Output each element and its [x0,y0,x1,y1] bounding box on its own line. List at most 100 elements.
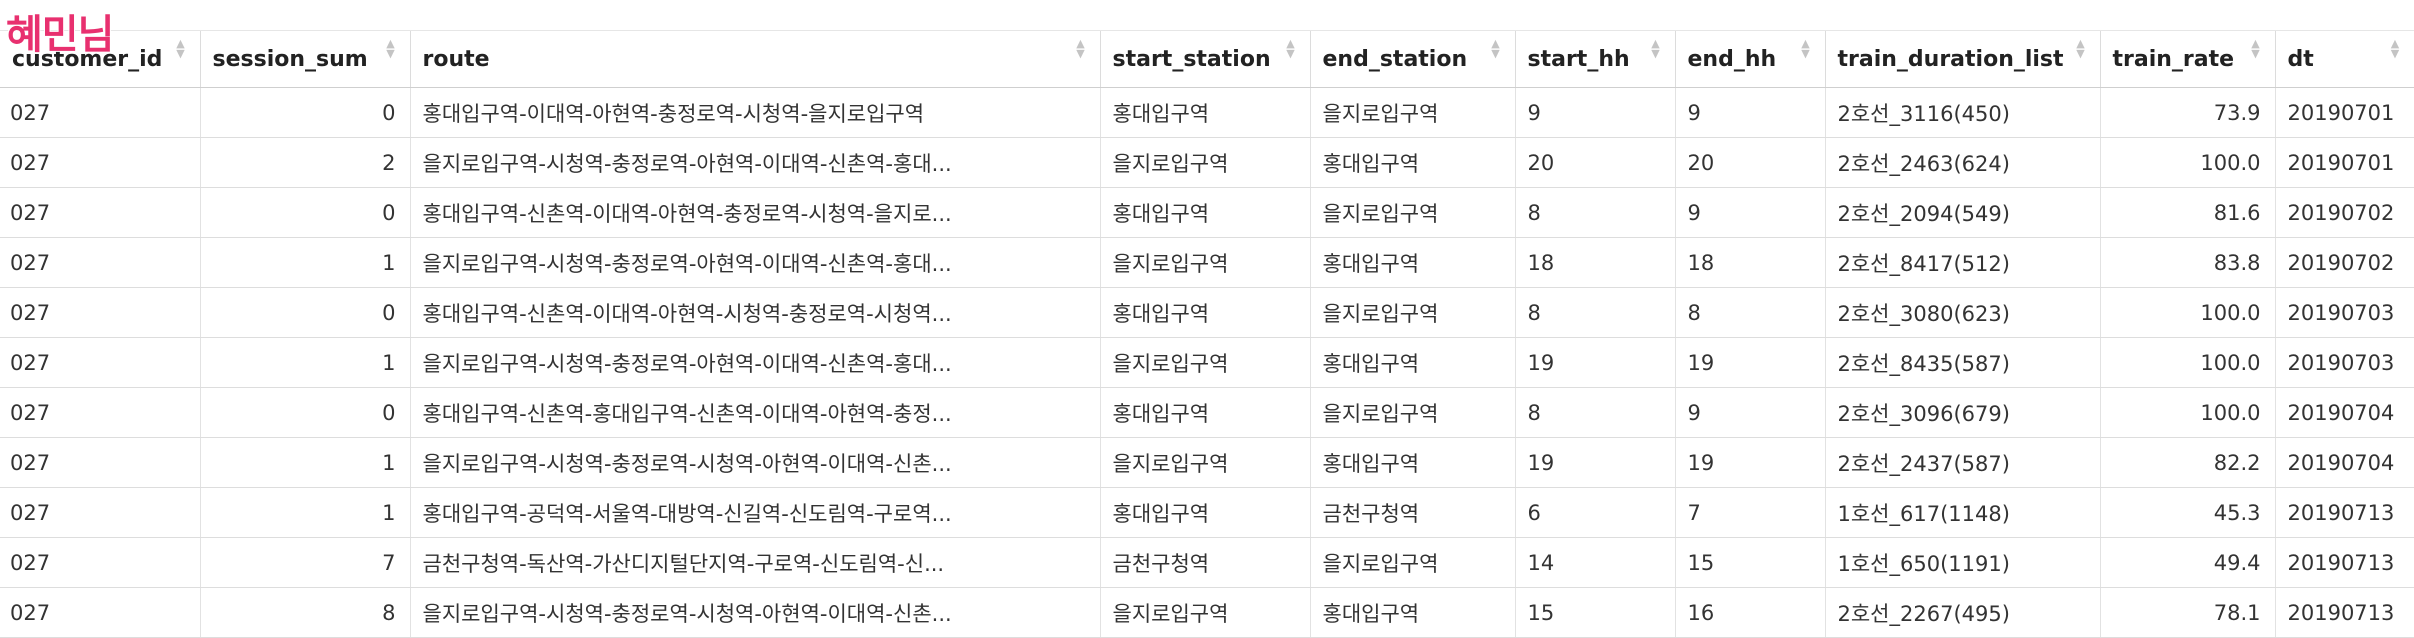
cell-start-station: 홍대입구역 [1099,187,1310,238]
cell-dt: 20190701 [2274,137,2414,188]
cell-customer-id: 027 [0,287,200,338]
table-row: 027 1 을지로입구역-시청역-충정로역-아현역-이대역-신촌역-홍대... 을지로… [0,337,2414,388]
cell-route: 홍대입구역-신촌역-이대역-아현역-시청역-충정로역-시청역... [409,287,1100,338]
column-header-label: dt [2287,46,2314,72]
cell-dt: 20190703 [2274,287,2414,338]
cell-train-rate: 82.2 [2099,437,2275,488]
cell-train-rate: 49.4 [2099,537,2275,588]
cell-session-sum: 0 [199,187,410,238]
column-header-start-hh[interactable]: start_hh ▲ ▼ [1514,30,1675,88]
cell-dt: 20190713 [2274,537,2414,588]
table-row: 027 0 홍대입구역-신촌역-이대역-아현역-시청역-충정로역-시청역... 홍대입… [0,287,2414,338]
cell-end-station: 금천구청역 [1309,487,1515,538]
cell-start-hh: 15 [1514,587,1675,638]
table-row: 027 0 홍대입구역-신촌역-이대역-아현역-충정로역-시청역-을지로... 홍대입… [0,187,2414,238]
column-header-train-duration-list[interactable]: train_duration_list ▲ ▼ [1824,30,2100,88]
cell-dt: 20190702 [2274,237,2414,288]
sort-arrows-icon[interactable]: ▲ ▼ [1651,37,1660,60]
column-header-end-hh[interactable]: end_hh ▲ ▼ [1674,30,1825,88]
cell-session-sum: 1 [199,237,410,288]
header-row: customer_id ▲ ▼ session_sum ▲ ▼ route ▲ ▼ start_s… [0,30,2414,88]
cell-start-station: 홍대입구역 [1099,287,1310,338]
cell-start-station: 을지로입구역 [1099,587,1310,638]
cell-customer-id: 027 [0,587,200,638]
sort-arrows-icon[interactable]: ▲ ▼ [176,37,185,60]
column-header-session-sum[interactable]: session_sum ▲ ▼ [199,30,410,88]
cell-start-station: 을지로입구역 [1099,137,1310,188]
cell-customer-id: 027 [0,237,200,288]
cell-end-hh: 9 [1674,87,1825,138]
cell-train-duration-list: 2호선_3080(623) [1824,287,2100,338]
table-row: 027 8 을지로입구역-시청역-충정로역-시청역-아현역-이대역-신촌... 을지로… [0,587,2414,638]
sort-arrows-icon[interactable]: ▲ ▼ [386,37,395,60]
sort-arrows-icon[interactable]: ▲ ▼ [1491,37,1500,60]
sort-arrows-icon[interactable]: ▲ ▼ [1286,37,1295,60]
sort-arrows-icon[interactable]: ▲ ▼ [1076,37,1085,60]
cell-train-duration-list: 1호선_617(1148) [1824,487,2100,538]
cell-route: 을지로입구역-시청역-충정로역-아현역-이대역-신촌역-홍대... [409,337,1100,388]
cell-train-rate: 81.6 [2099,187,2275,238]
cell-end-station: 홍대입구역 [1309,437,1515,488]
column-header-dt[interactable]: dt ▲ ▼ [2274,30,2414,88]
cell-train-duration-list: 2호선_8435(587) [1824,337,2100,388]
cell-train-rate: 83.8 [2099,237,2275,288]
cell-route: 홍대입구역-신촌역-홍대입구역-신촌역-이대역-아현역-충정... [409,387,1100,438]
sort-arrows-icon[interactable]: ▲ ▼ [2076,37,2085,60]
table-row: 027 0 홍대입구역-신촌역-홍대입구역-신촌역-이대역-아현역-충정... 홍대입… [0,387,2414,438]
cell-session-sum: 0 [199,287,410,338]
cell-end-station: 홍대입구역 [1309,337,1515,388]
cell-route: 을지로입구역-시청역-충정로역-시청역-아현역-이대역-신촌... [409,587,1100,638]
cell-dt: 20190702 [2274,187,2414,238]
table-header: customer_id ▲ ▼ session_sum ▲ ▼ route ▲ ▼ start_s… [0,30,2414,88]
cell-train-duration-list: 2호선_2094(549) [1824,187,2100,238]
column-header-train-rate[interactable]: train_rate ▲ ▼ [2099,30,2275,88]
cell-route: 을지로입구역-시청역-충정로역-시청역-아현역-이대역-신촌... [409,437,1100,488]
cell-route: 홍대입구역-공덕역-서울역-대방역-신길역-신도림역-구로역... [409,487,1100,538]
cell-train-rate: 78.1 [2099,587,2275,638]
column-header-customer-id[interactable]: customer_id ▲ ▼ [0,30,200,88]
cell-train-duration-list: 1호선_650(1191) [1824,537,2100,588]
cell-train-rate: 73.9 [2099,87,2275,138]
cell-start-hh: 20 [1514,137,1675,188]
cell-train-rate: 100.0 [2099,337,2275,388]
table-row: 027 2 을지로입구역-시청역-충정로역-아현역-이대역-신촌역-홍대... 을지로… [0,137,2414,188]
column-header-route[interactable]: route ▲ ▼ [409,30,1100,88]
cell-end-station: 을지로입구역 [1309,537,1515,588]
column-header-start-station[interactable]: start_station ▲ ▼ [1099,30,1310,88]
cell-session-sum: 0 [199,87,410,138]
sort-arrows-icon[interactable]: ▲ ▼ [2251,37,2260,60]
cell-start-hh: 18 [1514,237,1675,288]
cell-end-hh: 19 [1674,437,1825,488]
cell-customer-id: 027 [0,337,200,388]
column-header-label: start_station [1112,46,1271,72]
column-header-label: start_hh [1527,46,1630,72]
cell-start-station: 금천구청역 [1099,537,1310,588]
cell-end-hh: 9 [1674,387,1825,438]
cell-train-duration-list: 2호선_3096(679) [1824,387,2100,438]
cell-start-hh: 8 [1514,287,1675,338]
cell-start-hh: 19 [1514,337,1675,388]
sort-arrows-icon[interactable]: ▲ ▼ [2390,37,2400,60]
table-body: 027 0 홍대입구역-이대역-아현역-충정로역-시청역-을지로입구역 홍대입구역 을지… [0,87,2414,638]
cell-start-hh: 14 [1514,537,1675,588]
cell-train-duration-list: 2호선_2267(495) [1824,587,2100,638]
cell-start-station: 을지로입구역 [1099,437,1310,488]
cell-start-hh: 6 [1514,487,1675,538]
cell-customer-id: 027 [0,487,200,538]
sort-arrows-icon[interactable]: ▲ ▼ [1801,37,1810,60]
column-header-end-station[interactable]: end_station ▲ ▼ [1309,30,1515,88]
cell-customer-id: 027 [0,137,200,188]
cell-customer-id: 027 [0,437,200,488]
cell-session-sum: 8 [199,587,410,638]
column-header-label: route [422,46,490,72]
cell-end-hh: 7 [1674,487,1825,538]
cell-dt: 20190703 [2274,337,2414,388]
cell-train-rate: 100.0 [2099,287,2275,338]
cell-customer-id: 027 [0,387,200,438]
cell-dt: 20190713 [2274,487,2414,538]
cell-train-duration-list: 2호선_3116(450) [1824,87,2100,138]
data-table: customer_id ▲ ▼ session_sum ▲ ▼ route ▲ ▼ start_s… [0,30,2414,638]
cell-session-sum: 0 [199,387,410,438]
cell-start-station: 홍대입구역 [1099,487,1310,538]
cell-customer-id: 027 [0,537,200,588]
